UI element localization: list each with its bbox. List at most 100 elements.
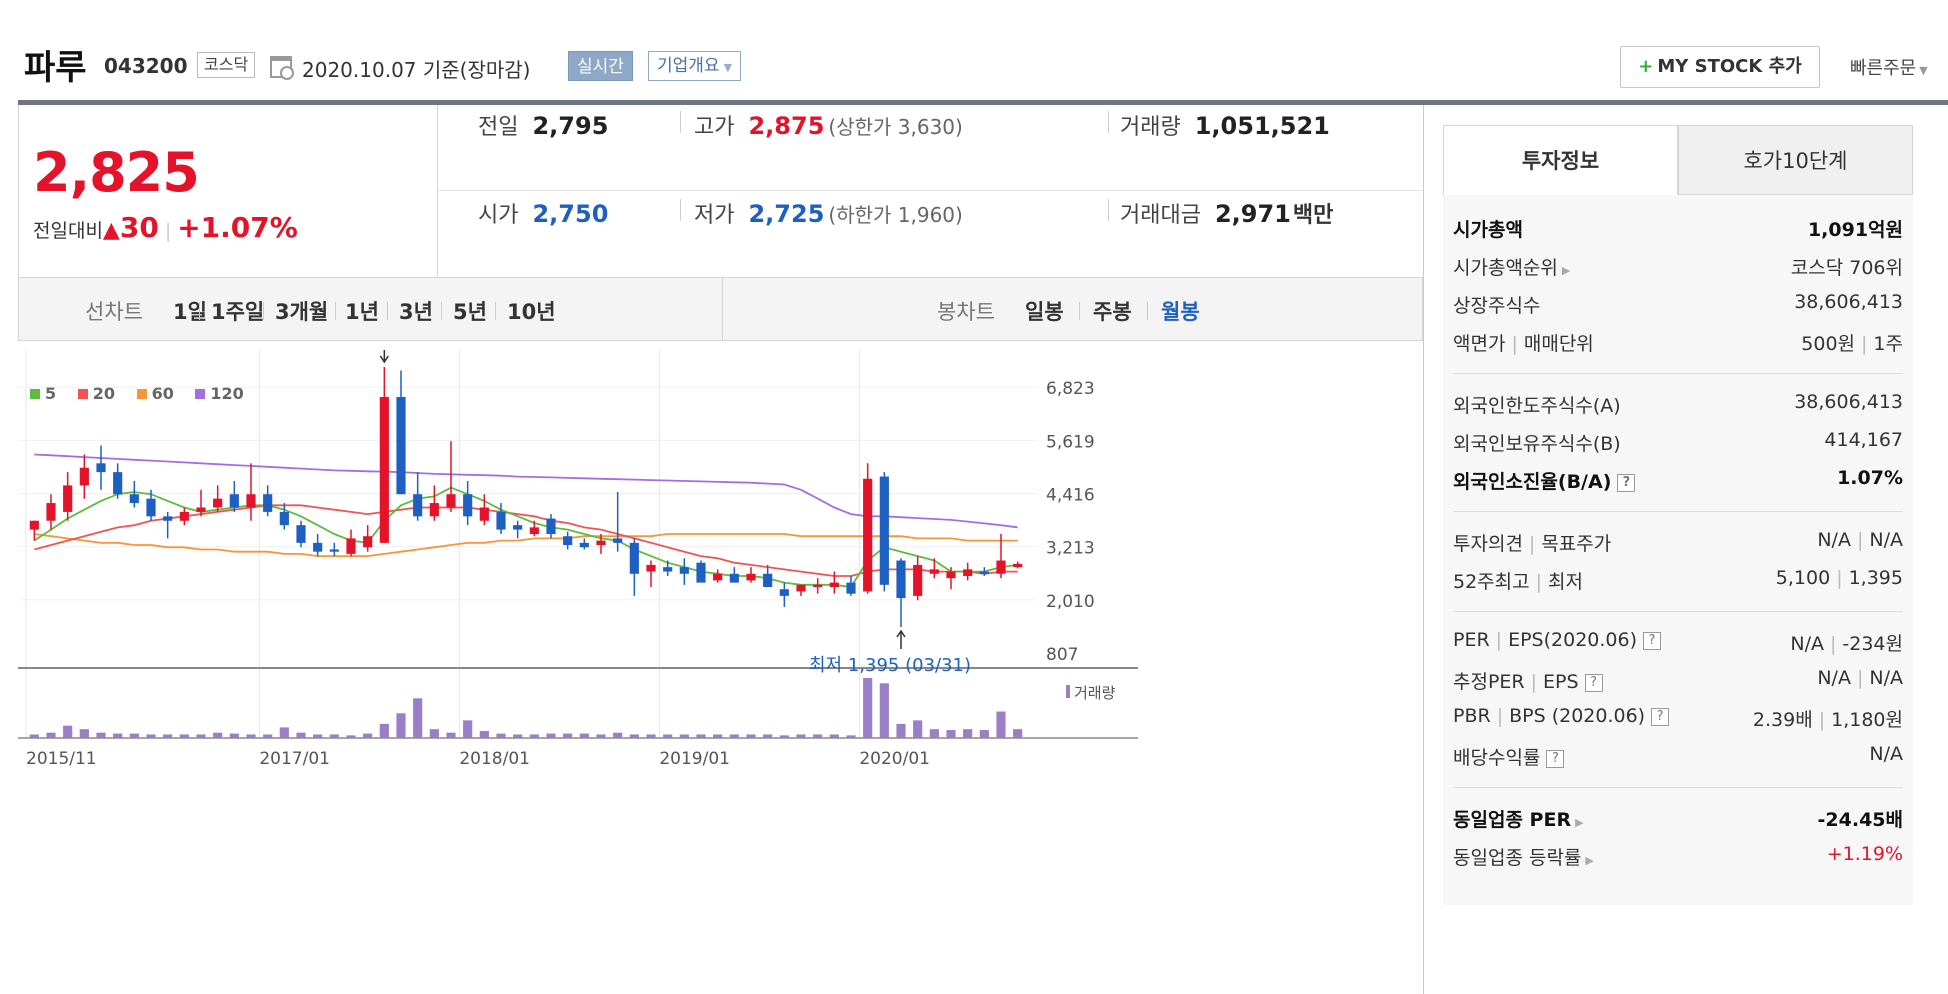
candle-body [446,494,456,508]
row-label: 시가총액순위 ▶ [1453,257,1571,279]
candle-body [646,564,656,572]
price-stats: 전일 2,795 고가 2,875 (상한가 3,630) 거래량 1,051,521 … [438,105,1423,277]
y-tick-label: 6,823 [1046,379,1095,399]
volume-bar [529,734,539,738]
period-1y[interactable]: 1년 [345,300,379,324]
candle-body [796,584,806,592]
volume-bar [413,698,423,738]
candle-body [846,582,856,594]
candle-body [746,573,756,581]
volume-bar [163,734,173,738]
volume-bar [213,732,223,738]
row-value: 38,606,413 [1794,291,1903,313]
period-3m[interactable]: 3개월 [275,300,329,324]
candle-body [196,507,206,512]
help-icon[interactable]: ? [1617,474,1636,492]
help-icon[interactable]: ? [1584,674,1603,692]
stats-divider [438,190,1423,191]
volume-bar [679,734,689,738]
candle-body [813,584,823,588]
row-value: 500원 | 1주 [1801,333,1903,355]
volume-bar [129,733,139,738]
stat-volume: 거래량 1,051,521 [1120,109,1330,141]
plus-icon: + [1638,56,1654,77]
stat-trade-amount: 거래대금 2,971백만 [1120,197,1333,229]
period-10y[interactable]: 10년 [507,300,556,324]
period-3y[interactable]: 3년 [399,300,433,324]
volume-bar [829,734,839,738]
candle-weekly[interactable]: 주봉 [1093,300,1132,324]
period-5y[interactable]: 5년 [453,300,487,324]
row-opinion: 투자의견 | 목표주가 N/A | N/A [1453,523,1903,559]
volume-bar [346,735,356,738]
stock-chart[interactable]: 5 20 60 120 8,0266,8235,6194,4163,2132,0… [18,350,1423,994]
candle-body [63,485,73,512]
candle-body [79,467,89,486]
candle-body [129,494,139,504]
quick-order-button[interactable]: 빠른주문 ▼ [1850,54,1928,80]
row-cap-rank[interactable]: 시가총액순위 ▶ 코스닥 706위 [1453,247,1903,283]
high-arrow-head [379,355,389,364]
candle-body [146,498,156,517]
legend-ma60: 60 [136,384,174,403]
volume-bar [846,735,856,738]
candle-monthly[interactable]: 월봉 [1161,300,1200,324]
volume-bar [563,733,573,738]
candle-body [963,569,973,576]
company-overview-button[interactable]: 기업개요 ▼ [648,51,742,81]
volume-bar [429,729,439,738]
volume-bar [496,733,506,738]
row-sector-change[interactable]: 동일업종 등락률 ▶ +1.19% [1453,837,1903,873]
line-chart-label: 선차트 [85,300,143,324]
volume-bar [646,734,656,738]
stat-unit: 백만 [1292,203,1334,228]
stat-label: 거래대금 [1120,203,1201,228]
up-arrow-icon: ▲ [102,218,120,243]
change-value: 30 [119,211,159,244]
candle-body [463,494,473,517]
row-market-cap: 시가총액 1,091억원 [1453,209,1903,245]
candle-body [729,573,739,583]
volume-bar [596,734,606,738]
volume-bar [313,734,323,738]
candle-body [163,516,173,521]
volume-bar [779,735,789,738]
candle-body [313,542,323,552]
candle-body [946,571,956,579]
volume-bar [113,733,123,738]
row-value: 2.39배 | 1,180원 [1752,709,1903,731]
row-label: 추정PER | EPS? [1453,667,1603,694]
volume-bar [963,729,973,738]
lower-limit: (하한가 1,960) [828,203,963,227]
moving-average-ma60 [34,533,1018,558]
volume-bar [46,732,56,738]
row-foreign-hold: 외국인보유주식수(B) 414,167 [1453,423,1903,459]
tab-orderbook[interactable]: 호가10단계 [1678,125,1913,195]
help-icon[interactable]: ? [1643,632,1661,650]
candle-body [679,567,689,574]
row-sector-per[interactable]: 동일업종 PER ▶ -24.45배 [1453,799,1903,835]
add-my-stock-button[interactable]: + MY STOCK 추가 [1620,46,1820,88]
row-value: 코스닥 706위 [1790,257,1903,279]
stat-value: 2,795 [532,112,609,140]
tab-investment-info[interactable]: 투자정보 [1443,125,1678,195]
candle-daily[interactable]: 일봉 [1025,300,1064,324]
candle-body [529,527,539,534]
x-tick-label: 2020/01 [859,749,930,769]
help-icon[interactable]: ? [1651,708,1670,726]
y-tick-label: 807 [1046,645,1078,665]
candle-body [713,573,723,581]
current-price: 2,825 [33,141,200,204]
row-label: PBR | BPS (2020.06)? [1453,705,1670,727]
help-icon[interactable]: ? [1546,750,1565,768]
volume-legend-label: 거래량 [1074,684,1116,702]
volume-bar [96,732,106,738]
row-label: 외국인한도주식수(A) [1453,395,1621,417]
period-1d[interactable]: 1일 [173,300,207,324]
candle-body [579,542,589,548]
x-tick-label: 2018/01 [459,749,530,769]
row-pbr: PBR | BPS (2020.06)? 2.39배 | 1,180원 [1453,699,1903,735]
period-1w[interactable]: 1주일 [211,300,265,324]
realtime-button[interactable]: 실시간 [568,51,633,81]
candle-body [546,518,556,534]
